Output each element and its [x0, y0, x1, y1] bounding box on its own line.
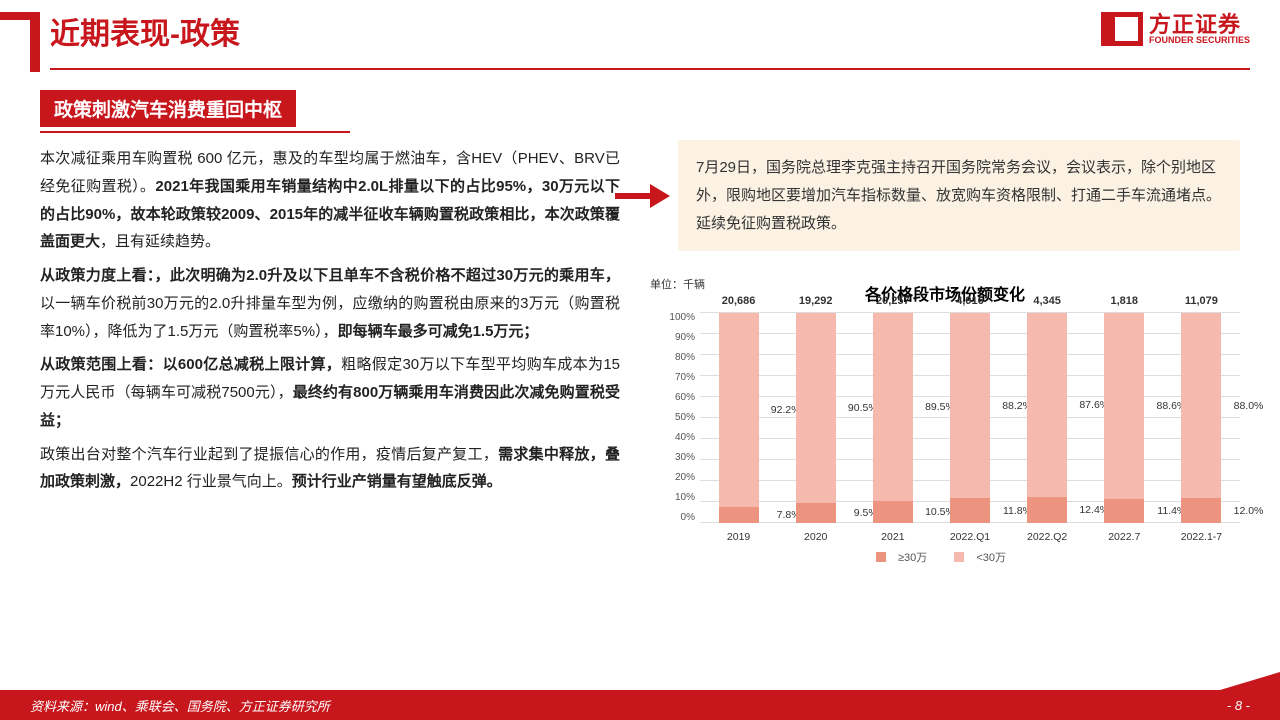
bar-group: 1,81811.4%88.6% — [1086, 313, 1163, 523]
legend: ≥30万 <30万 — [650, 549, 1240, 565]
x-label: 2022.Q1 — [931, 531, 1008, 543]
chart-area: 0%10%20%30%40%50%60%70%80%90%100% 20,686… — [700, 313, 1240, 543]
body-text: 本次减征乘用车购置税 600 亿元，惠及的车型均属于燃油车，含HEV（PHEV、… — [40, 145, 620, 496]
seg-over-label: 12.0% — [1234, 505, 1264, 517]
bar-total: 1,818 — [1111, 295, 1139, 307]
y-tick: 100% — [655, 313, 695, 323]
y-tick: 70% — [655, 373, 695, 383]
y-tick: 80% — [655, 353, 695, 363]
bar-group: 11,07912.0%88.0% — [1163, 313, 1240, 523]
bar-group: 19,2929.5%90.5% — [777, 313, 854, 523]
bar-total: 4,345 — [1033, 295, 1061, 307]
logo-en: FOUNDER SECURITIES — [1149, 36, 1250, 45]
footer-page: - 8 - — [1227, 698, 1250, 713]
x-label: 2022.Q2 — [1009, 531, 1086, 543]
y-axis: 0% 10% 20% 30% 40% 50% 60% 70% 80% 90% 100% — [655, 313, 695, 523]
content: 政策刺激汽车消费重回中枢 本次减征乘用车购置税 600 亿元，惠及的车型均属于燃… — [40, 90, 1240, 670]
y-tick: 0% — [655, 513, 695, 523]
x-label: 2019 — [700, 531, 777, 543]
bar-group: 20,6867.8%92.2% — [700, 313, 777, 523]
footer-triangle — [1220, 672, 1280, 690]
y-tick: 40% — [655, 433, 695, 443]
right-column: 7月29日，国务院总理李克强主持召开国务院常务会议，会议表示，除个别地区外，限购… — [650, 90, 1240, 670]
subtitle-rule — [40, 131, 350, 133]
y-tick: 20% — [655, 473, 695, 483]
logo-icon — [1101, 12, 1143, 46]
left-column: 政策刺激汽车消费重回中枢 本次减征乘用车购置税 600 亿元，惠及的车型均属于燃… — [40, 90, 620, 670]
bar-group: 4,91611.8%88.2% — [931, 313, 1008, 523]
accent-bar-left — [30, 12, 40, 72]
footer: 资料来源：wind、乘联会、国务院、方正证券研究所 - 8 - — [0, 690, 1280, 720]
logo-cn: 方正证券 — [1149, 13, 1250, 36]
page-title: 近期表现-政策 — [50, 15, 1250, 55]
subtitle: 政策刺激汽车消费重回中枢 — [40, 90, 296, 127]
para-2: 从政策力度上看：，此次明确为2.0升及以下且单车不含税价格不超过30万元的乘用车… — [40, 262, 620, 345]
para-3: 从政策范围上看：以600亿总减税上限计算，粗略假定30万以下车型平均购车成本为1… — [40, 351, 620, 434]
x-label: 2022.7 — [1086, 531, 1163, 543]
x-label: 2021 — [854, 531, 931, 543]
bar-total: 20,686 — [722, 295, 756, 307]
logo: 方正证券 FOUNDER SECURITIES — [1101, 12, 1250, 46]
x-label: 2022.1-7 — [1163, 531, 1240, 543]
seg-under-label: 88.0% — [1234, 400, 1264, 412]
bar-group: 20,25710.5%89.5% — [854, 313, 931, 523]
bars: 20,6867.8%92.2%19,2929.5%90.5%20,25710.5… — [700, 313, 1240, 523]
para-1: 本次减征乘用车购置税 600 亿元，惠及的车型均属于燃油车，含HEV（PHEV、… — [40, 145, 620, 256]
y-tick: 50% — [655, 413, 695, 423]
y-tick: 60% — [655, 393, 695, 403]
title-rule — [50, 68, 1250, 70]
arrow-icon — [650, 184, 670, 208]
legend-under: <30万 — [954, 549, 1014, 565]
y-tick: 30% — [655, 453, 695, 463]
y-tick: 10% — [655, 493, 695, 503]
y-tick: 90% — [655, 333, 695, 343]
bar-total: 4,916 — [956, 295, 984, 307]
bar-group: 4,34512.4%87.6% — [1009, 313, 1086, 523]
market-share-chart: 单位：千辆 各价格段市场份额变化 0%10%20%30%40%50%60%70%… — [650, 281, 1240, 565]
para-4: 政策出台对整个汽车行业起到了提振信心的作用，疫情后复产复工，需求集中释放，叠加政… — [40, 441, 620, 497]
footer-source: 资料来源：wind、乘联会、国务院、方正证券研究所 — [30, 696, 330, 715]
x-axis: 2019202020212022.Q12022.Q22022.72022.1-7 — [700, 531, 1240, 543]
callout-box: 7月29日，国务院总理李克强主持召开国务院常务会议，会议表示，除个别地区外，限购… — [678, 140, 1240, 251]
bar-total: 20,257 — [876, 295, 910, 307]
header: 近期表现-政策 — [50, 15, 1250, 70]
chart-unit: 单位：千辆 — [650, 276, 705, 292]
x-label: 2020 — [777, 531, 854, 543]
accent-bar-top — [0, 12, 30, 20]
callout-wrap: 7月29日，国务院总理李克强主持召开国务院常务会议，会议表示，除个别地区外，限购… — [650, 140, 1240, 251]
bar-total: 19,292 — [799, 295, 833, 307]
bar-total: 11,079 — [1185, 295, 1218, 307]
legend-over: ≥30万 — [876, 549, 935, 565]
